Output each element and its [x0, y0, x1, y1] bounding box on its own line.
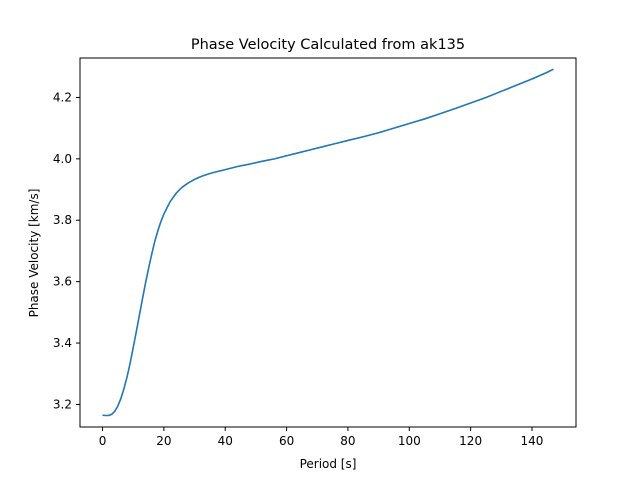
y-tick-label: 3.2: [53, 397, 72, 411]
phase-velocity-series-line: [102, 68, 554, 417]
y-tick-label: 3.8: [53, 213, 72, 227]
chart-title: Phase Velocity Calculated from ak135: [191, 37, 465, 53]
y-axis-ticks: 3.2 3.4 3.6 3.8 4.0 4.2: [53, 90, 80, 411]
x-tick-label: 140: [521, 434, 544, 448]
axes-frame: [79, 57, 577, 428]
y-tick-label: 3.4: [53, 336, 72, 350]
x-tick-label: 40: [218, 434, 233, 448]
x-tick-label: 0: [99, 434, 107, 448]
x-axis-label: Period [s]: [300, 457, 357, 471]
x-tick-label: 20: [156, 434, 171, 448]
y-axis-label: Phase Velocity [km/s]: [27, 189, 41, 318]
x-tick-label: 120: [459, 434, 482, 448]
y-tick-label: 4.2: [53, 90, 72, 104]
x-tick-label: 60: [279, 434, 294, 448]
y-tick-label: 4.0: [53, 152, 72, 166]
x-tick-label: 100: [398, 434, 421, 448]
y-tick-label: 3.6: [53, 275, 72, 289]
x-tick-label: 80: [340, 434, 355, 448]
x-axis-ticks: 0 20 40 60 80 100 120 140: [99, 427, 544, 448]
